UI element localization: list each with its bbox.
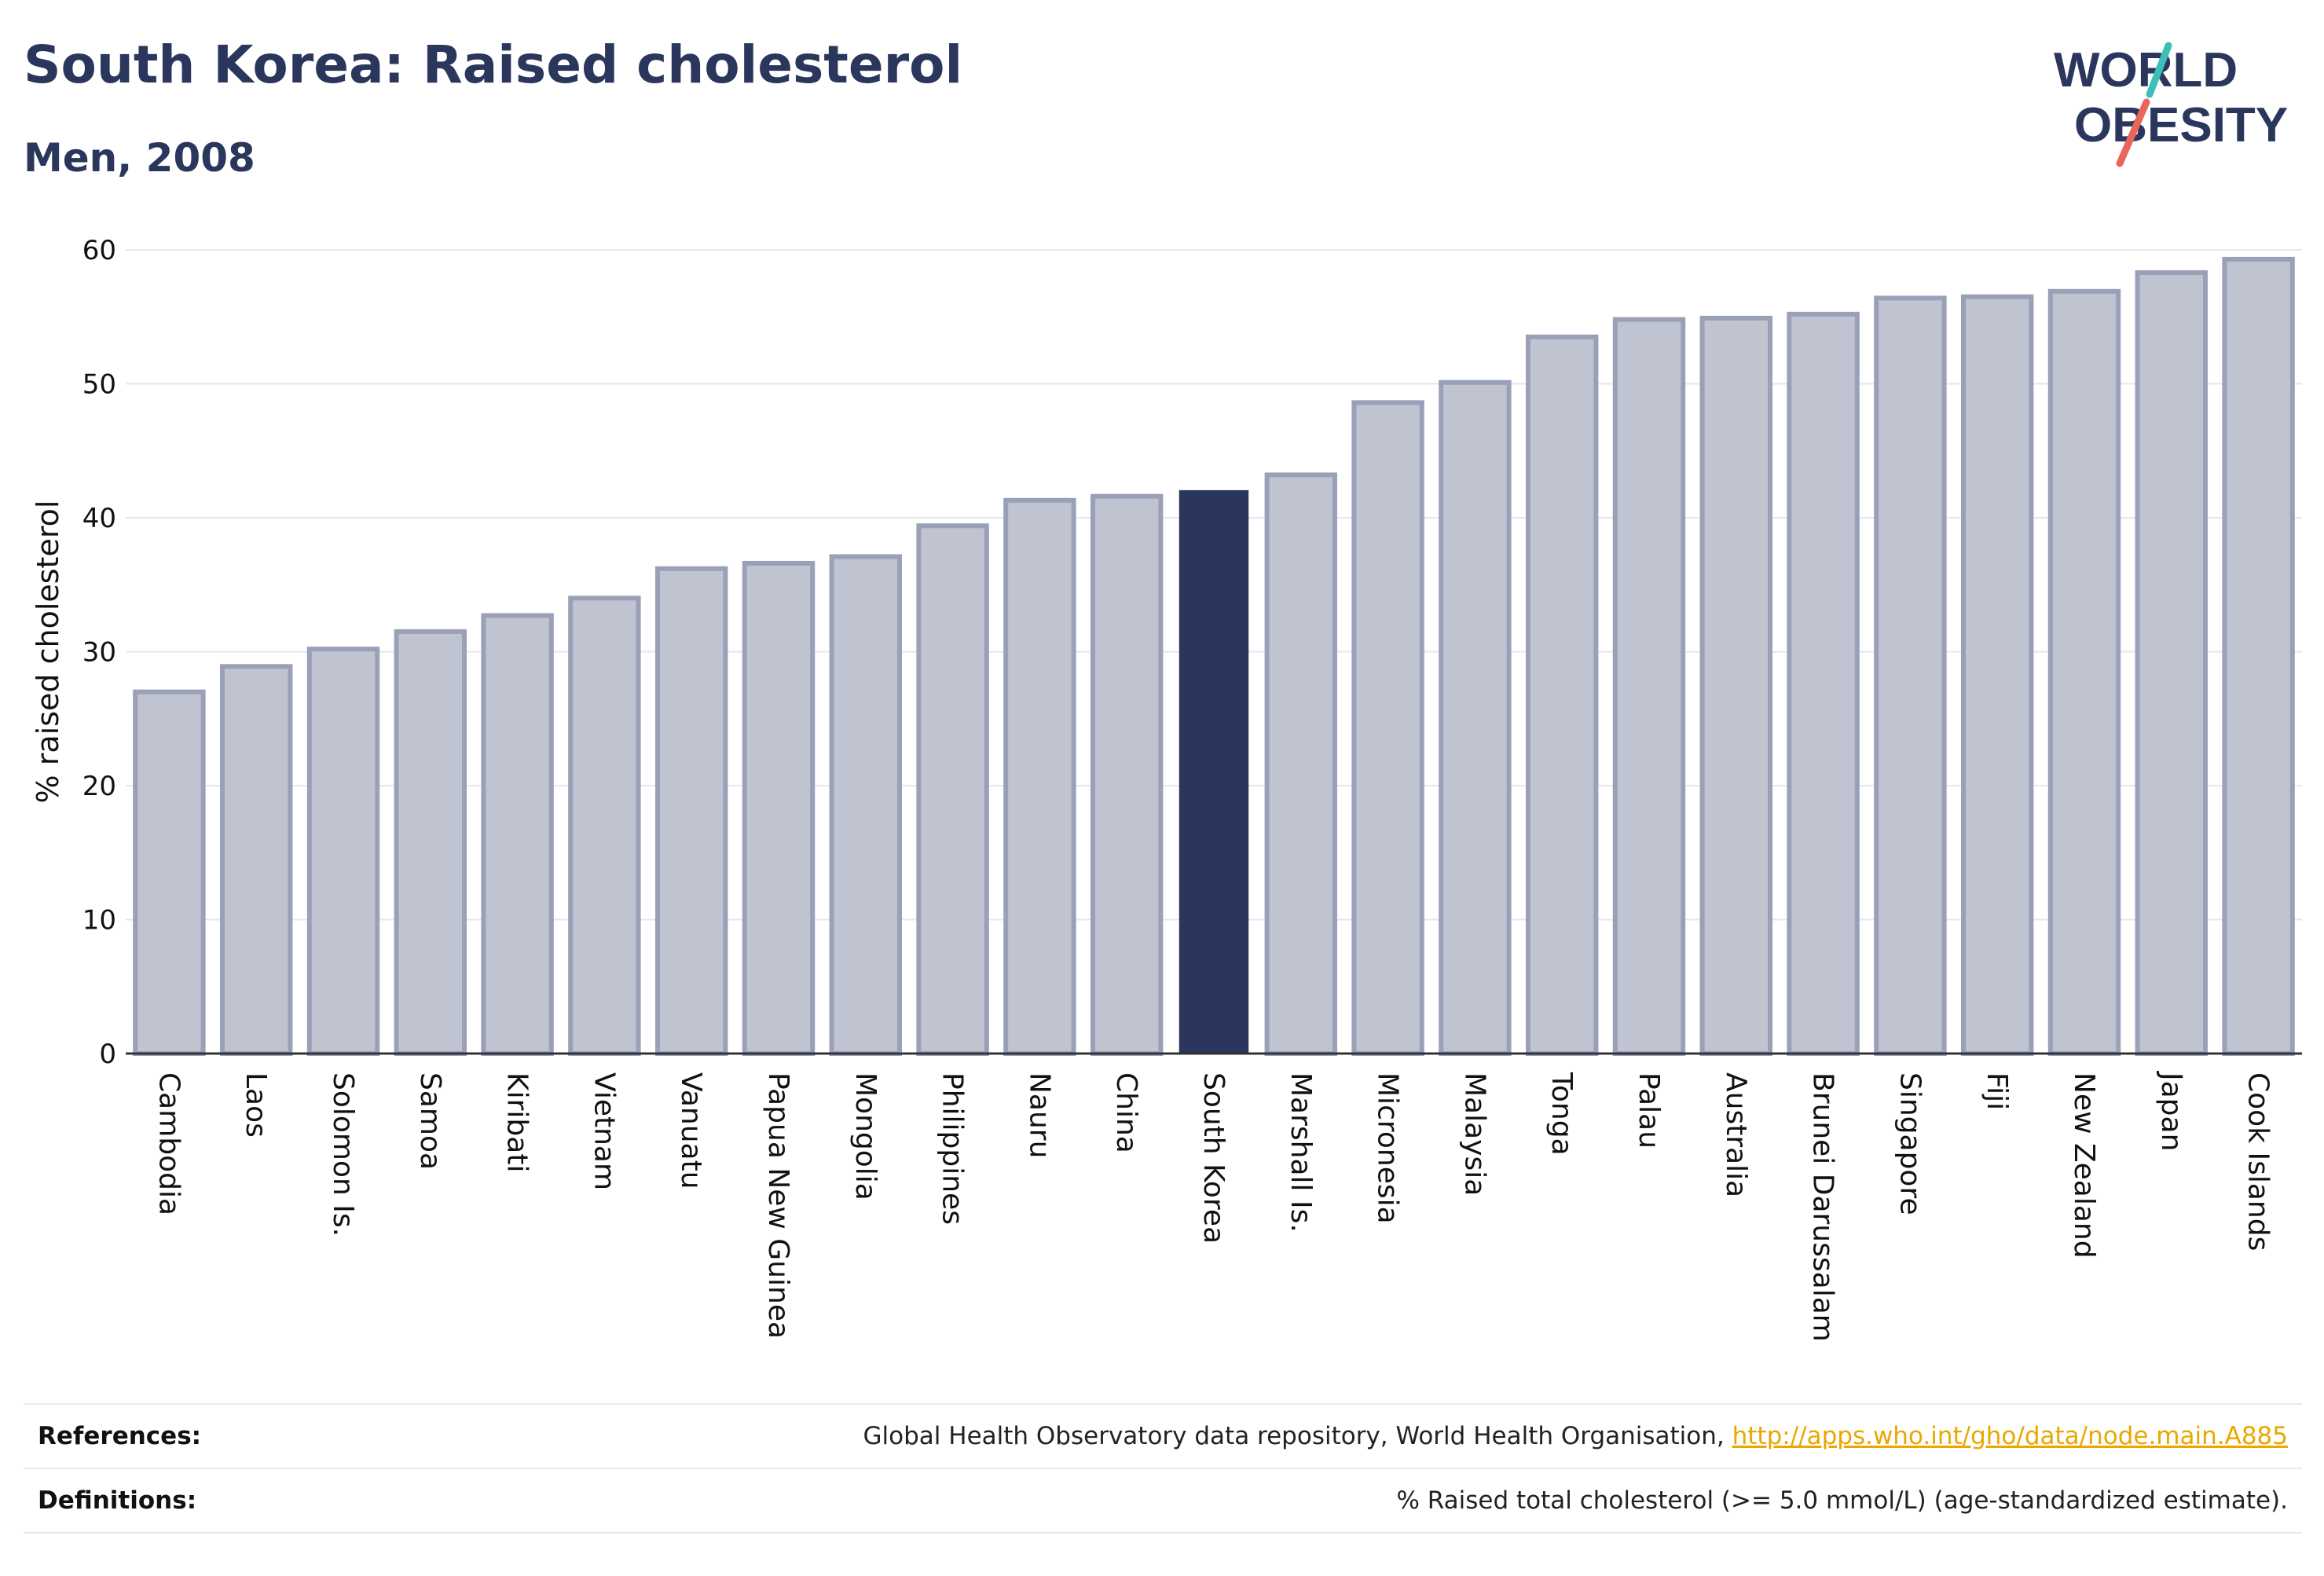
x-tick-label: South Korea [1197,1072,1230,1244]
bar-cook-islands [2222,256,2295,1056]
bar-malaysia [1439,379,1512,1057]
references-source: Global Health Observatory data repositor… [863,1422,1732,1450]
references-text: Global Health Observatory data repositor… [863,1422,2288,1450]
x-tick-label: Singapore [1893,1072,1926,1215]
bar-solomon-is [306,647,380,1056]
x-tick-label: Vanuatu [675,1072,707,1189]
x-tick-label: Tonga [1545,1072,1578,1156]
bar-singapore [1874,295,1947,1056]
x-tick-label: New Zealand [2068,1072,2100,1259]
x-tick-label: Cook Islands [2242,1072,2275,1251]
bar-australia [1699,315,1773,1056]
bar-cambodia [133,689,206,1057]
x-tick-label: Kiribati [501,1072,533,1172]
x-tick-label: Cambodia [152,1072,185,1215]
logo-stripe-coral [2116,98,2150,167]
bar-chart: 0 10 20 30 40 50 60 % raised cholesterol Cambodi… [31,235,2302,1342]
bar-vietnam [568,596,641,1056]
world-obesity-logo: WORLD OBESITY [2054,42,2288,167]
logo-line-1: WORLD [2054,43,2238,97]
definitions-label: Definitions: [38,1486,197,1515]
x-tick-label: China [1110,1072,1142,1153]
chart-subtitle: Men, 2008 [24,135,255,181]
bar-palau [1612,317,1686,1057]
y-tick-label: 10 [82,905,116,936]
x-tick-label: Fiji [1981,1072,2013,1110]
bar-japan [2135,269,2209,1056]
x-tick-label: Samoa [414,1072,446,1170]
footer-divider-top [24,1403,2302,1405]
y-tick-label: 0 [99,1039,116,1070]
x-tick-label: Palau [1633,1072,1665,1149]
x-tick-label: Solomon Is. [327,1072,359,1237]
y-axis-title: % raised cholesterol [31,500,65,804]
x-tick-label: Nauru [1023,1072,1055,1158]
references-label: References: [38,1422,202,1450]
bar-laos [219,664,293,1056]
definitions-row: Definitions: % Raised total cholesterol … [24,1486,2302,1526]
bar-micronesia [1351,400,1424,1056]
bar-kiribati [481,613,554,1056]
y-tick-label: 40 [82,503,116,534]
chart-title: South Korea: Raised cholesterol [24,35,963,95]
bar-mongolia [829,554,903,1056]
footer-divider-bottom [24,1532,2302,1534]
x-tick-label: Philippines [937,1072,969,1225]
bar-samoa [394,629,467,1056]
bar-fiji [1960,294,2034,1056]
logo-line-2: OBESITY [2074,98,2288,152]
x-tick-label: Vietnam [588,1072,620,1190]
logo-stripe-teal [2146,42,2172,98]
definitions-text: % Raised total cholesterol (>= 5.0 mmol/… [1396,1486,2288,1515]
references-link[interactable]: http://apps.who.int/gho/data/node.main.A… [1732,1422,2288,1450]
bar-new-zealand [2047,288,2121,1057]
y-tick-label: 60 [82,235,116,266]
x-tick-label: Brunei Darussalam [1807,1072,1839,1342]
bar-marshall-is [1264,472,1338,1056]
bar-nauru [1003,497,1076,1056]
bar-tonga [1525,334,1599,1056]
x-tick-label: Japan [2155,1071,2187,1151]
bar-south-korea [1178,489,1249,1054]
references-row: References: Global Health Observatory da… [24,1422,2302,1461]
y-tick-label: 50 [82,369,116,401]
y-tick-label: 20 [82,771,116,802]
y-tick-label: 30 [82,637,116,669]
bar-vanuatu [654,566,728,1056]
footer-divider-middle [24,1468,2302,1469]
bar-brunei-darussalam [1787,311,1860,1056]
bar-philippines [916,523,989,1056]
x-tick-label: Mongolia [849,1072,882,1200]
bar-papua-new-guinea [742,560,816,1056]
x-tick-label: Marshall Is. [1285,1072,1317,1233]
x-tick-label: Micronesia [1372,1072,1404,1224]
x-tick-label: Australia [1720,1072,1752,1197]
bar-china [1090,493,1164,1056]
x-tick-label: Laos [240,1072,272,1138]
x-tick-label: Malaysia [1458,1072,1490,1196]
x-tick-label: Papua New Guinea [762,1072,794,1339]
